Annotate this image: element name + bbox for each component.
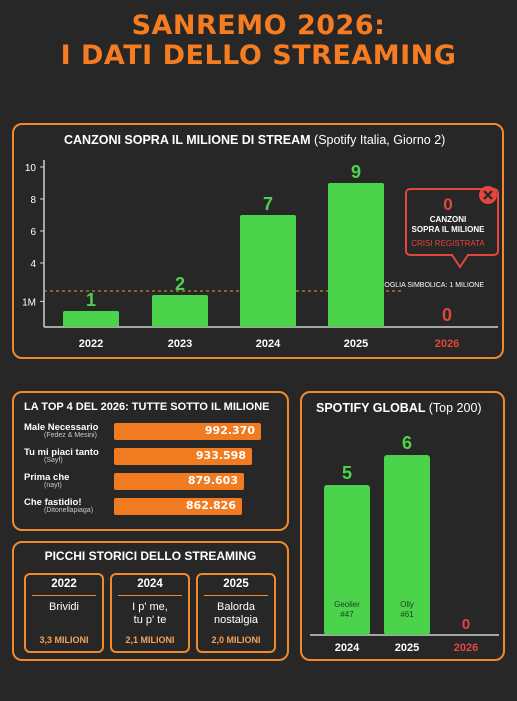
x-tick-label: 2025: [344, 338, 368, 350]
top4-value: 992.370: [204, 424, 255, 437]
picchi-divider: [204, 595, 268, 596]
picchi-year: 2024: [137, 578, 163, 590]
y-tick-label: 1M: [22, 297, 36, 308]
global-bar-inner-label: #61: [400, 610, 414, 619]
x-tick-label: 2022: [79, 338, 103, 350]
top4-value: 862.826: [185, 499, 236, 512]
bar-value-label: 0: [442, 305, 452, 325]
picchi-song: I p' me, tu p' te: [132, 601, 168, 626]
picchi-panel: PICCHI STORICI DELLO STREAMING 2022 Briv…: [12, 541, 289, 661]
global-x-tick-label: 2024: [335, 642, 360, 654]
top4-song: Che fastidio!: [24, 497, 82, 508]
bar-2022: [63, 311, 119, 327]
picchi-year: 2022: [51, 578, 77, 590]
top4-row: Tu mi piaci tanto (Sayf) 933.598: [14, 447, 291, 466]
picchi-card: 2022 Brividi 3,3 MILIONI: [24, 573, 104, 653]
top4-title: LA TOP 4 DEL 2026: TUTTE SOTTO IL MILION…: [24, 401, 270, 413]
y-tick-label: 4: [30, 259, 36, 270]
x-tick-label: 2023: [168, 338, 192, 350]
global-bar-2024: [324, 485, 370, 635]
callout-value: 0: [443, 195, 452, 214]
picchi-title: PICCHI STORICI DELLO STREAMING: [44, 549, 257, 563]
bar-value-label: 1: [86, 290, 96, 310]
page-title-line2: I DATI DELLO STREAMING: [60, 40, 457, 71]
chart-subtitle: (Spotify Italia, Giorno 2): [314, 133, 446, 147]
y-tick-label: 6: [30, 227, 36, 238]
picchi-peak: 3,3 MILIONI: [39, 635, 89, 645]
top4-row: Prima che (nayt) 879.603: [14, 472, 291, 491]
top4-artist: (Ditonellapiaga): [44, 507, 94, 514]
top4-value: 933.598: [195, 449, 246, 462]
top4-artist: (Sayf): [44, 457, 63, 464]
picchi-card: 2024 I p' me, tu p' te 2,1 MILIONI: [110, 573, 190, 653]
global-subtitle: (Top 200): [428, 401, 482, 415]
y-tick-label: 8: [30, 195, 36, 206]
picchi-song: Balorda nostalgia: [213, 601, 259, 626]
global-bar-inner-label: #47: [340, 610, 354, 619]
top4-song: Tu mi piaci tanto: [24, 447, 99, 458]
crisis-callout: [405, 188, 499, 269]
top4-song: Prima che: [24, 472, 70, 483]
global-value-label: 6: [402, 433, 412, 453]
bar-value-label: 9: [351, 162, 361, 182]
global-chart-svg: 5 Geolier#47 2024 6 Olly#61 2025 0 2026: [310, 433, 499, 654]
bar-2025: [328, 183, 384, 327]
callout-line3: CRISI REGISTRATA: [411, 239, 485, 248]
chart-panel-milione: CANZONI SOPRA IL MILIONE DI STREAM (Spot…: [12, 123, 504, 359]
picchi-peak: 2,1 MILIONI: [125, 635, 175, 645]
top4-artist: (Fedez & Mesini): [44, 432, 97, 439]
top4-value: 879.603: [187, 474, 238, 487]
bar-2024: [240, 215, 296, 327]
global-panel: SPOTIFY GLOBAL (Top 200) 5 Geolier #47 2024…: [300, 391, 505, 661]
top4-bar: 933.598: [114, 448, 252, 465]
global-x-tick-label: 2025: [395, 642, 419, 654]
picchi-card: 2025 Balorda nostalgia 2,0 MILIONI: [196, 573, 276, 653]
page-title-line1: SANREMO 2026:: [131, 10, 386, 41]
chart-title-main: CANZONI SOPRA IL MILIONE DI STREAM: [64, 133, 311, 147]
threshold-label: SOGLIA SIMBOLICA: 1 MILIONE: [380, 282, 485, 289]
picchi-song: Brividi: [49, 601, 79, 613]
bar-value-label: 7: [263, 194, 273, 214]
top4-panel: LA TOP 4 DEL 2026: TUTTE SOTTO IL MILION…: [12, 391, 289, 531]
global-bar-inner-label: Olly: [400, 600, 414, 609]
bar-2023: [152, 295, 208, 327]
picchi-year: 2025: [223, 578, 249, 590]
top4-bar: 862.826: [114, 498, 242, 515]
top4-song: Male Necessario: [24, 422, 99, 433]
y-tick-label: 10: [25, 163, 37, 174]
chart-title: CANZONI SOPRA IL MILIONE DI STREAM (Spot…: [64, 133, 445, 147]
top4-bar: 992.370: [114, 423, 261, 440]
x-tick-label: 2026: [435, 338, 459, 350]
global-x-tick-label: 2026: [454, 642, 478, 654]
top4-row: Male Necessario (Fedez & Mesini) 992.370: [14, 422, 291, 441]
global-value-label: 0: [462, 616, 470, 633]
picchi-peak: 2,0 MILIONI: [211, 635, 261, 645]
picchi-divider: [32, 595, 96, 596]
top4-bar: 879.603: [114, 473, 244, 490]
global-bar-inner-label: Geolier: [334, 600, 360, 609]
top4-row: Che fastidio! (Ditonellapiaga) 862.826: [14, 497, 291, 516]
global-value-label: 5: [342, 463, 352, 483]
x-tick-label: 2024: [256, 338, 281, 350]
callout-line1: CANZONI: [430, 215, 466, 224]
top4-artist: (nayt): [44, 482, 62, 489]
bar-value-label: 2: [175, 274, 185, 294]
global-title-main: SPOTIFY GLOBAL: [316, 401, 426, 415]
picchi-divider: [118, 595, 182, 596]
global-bar-2025: [384, 455, 430, 635]
global-title: SPOTIFY GLOBAL (Top 200): [316, 401, 482, 415]
x-mark: [483, 190, 493, 200]
callout-line2: SOPRA IL MILIONE: [412, 225, 486, 234]
